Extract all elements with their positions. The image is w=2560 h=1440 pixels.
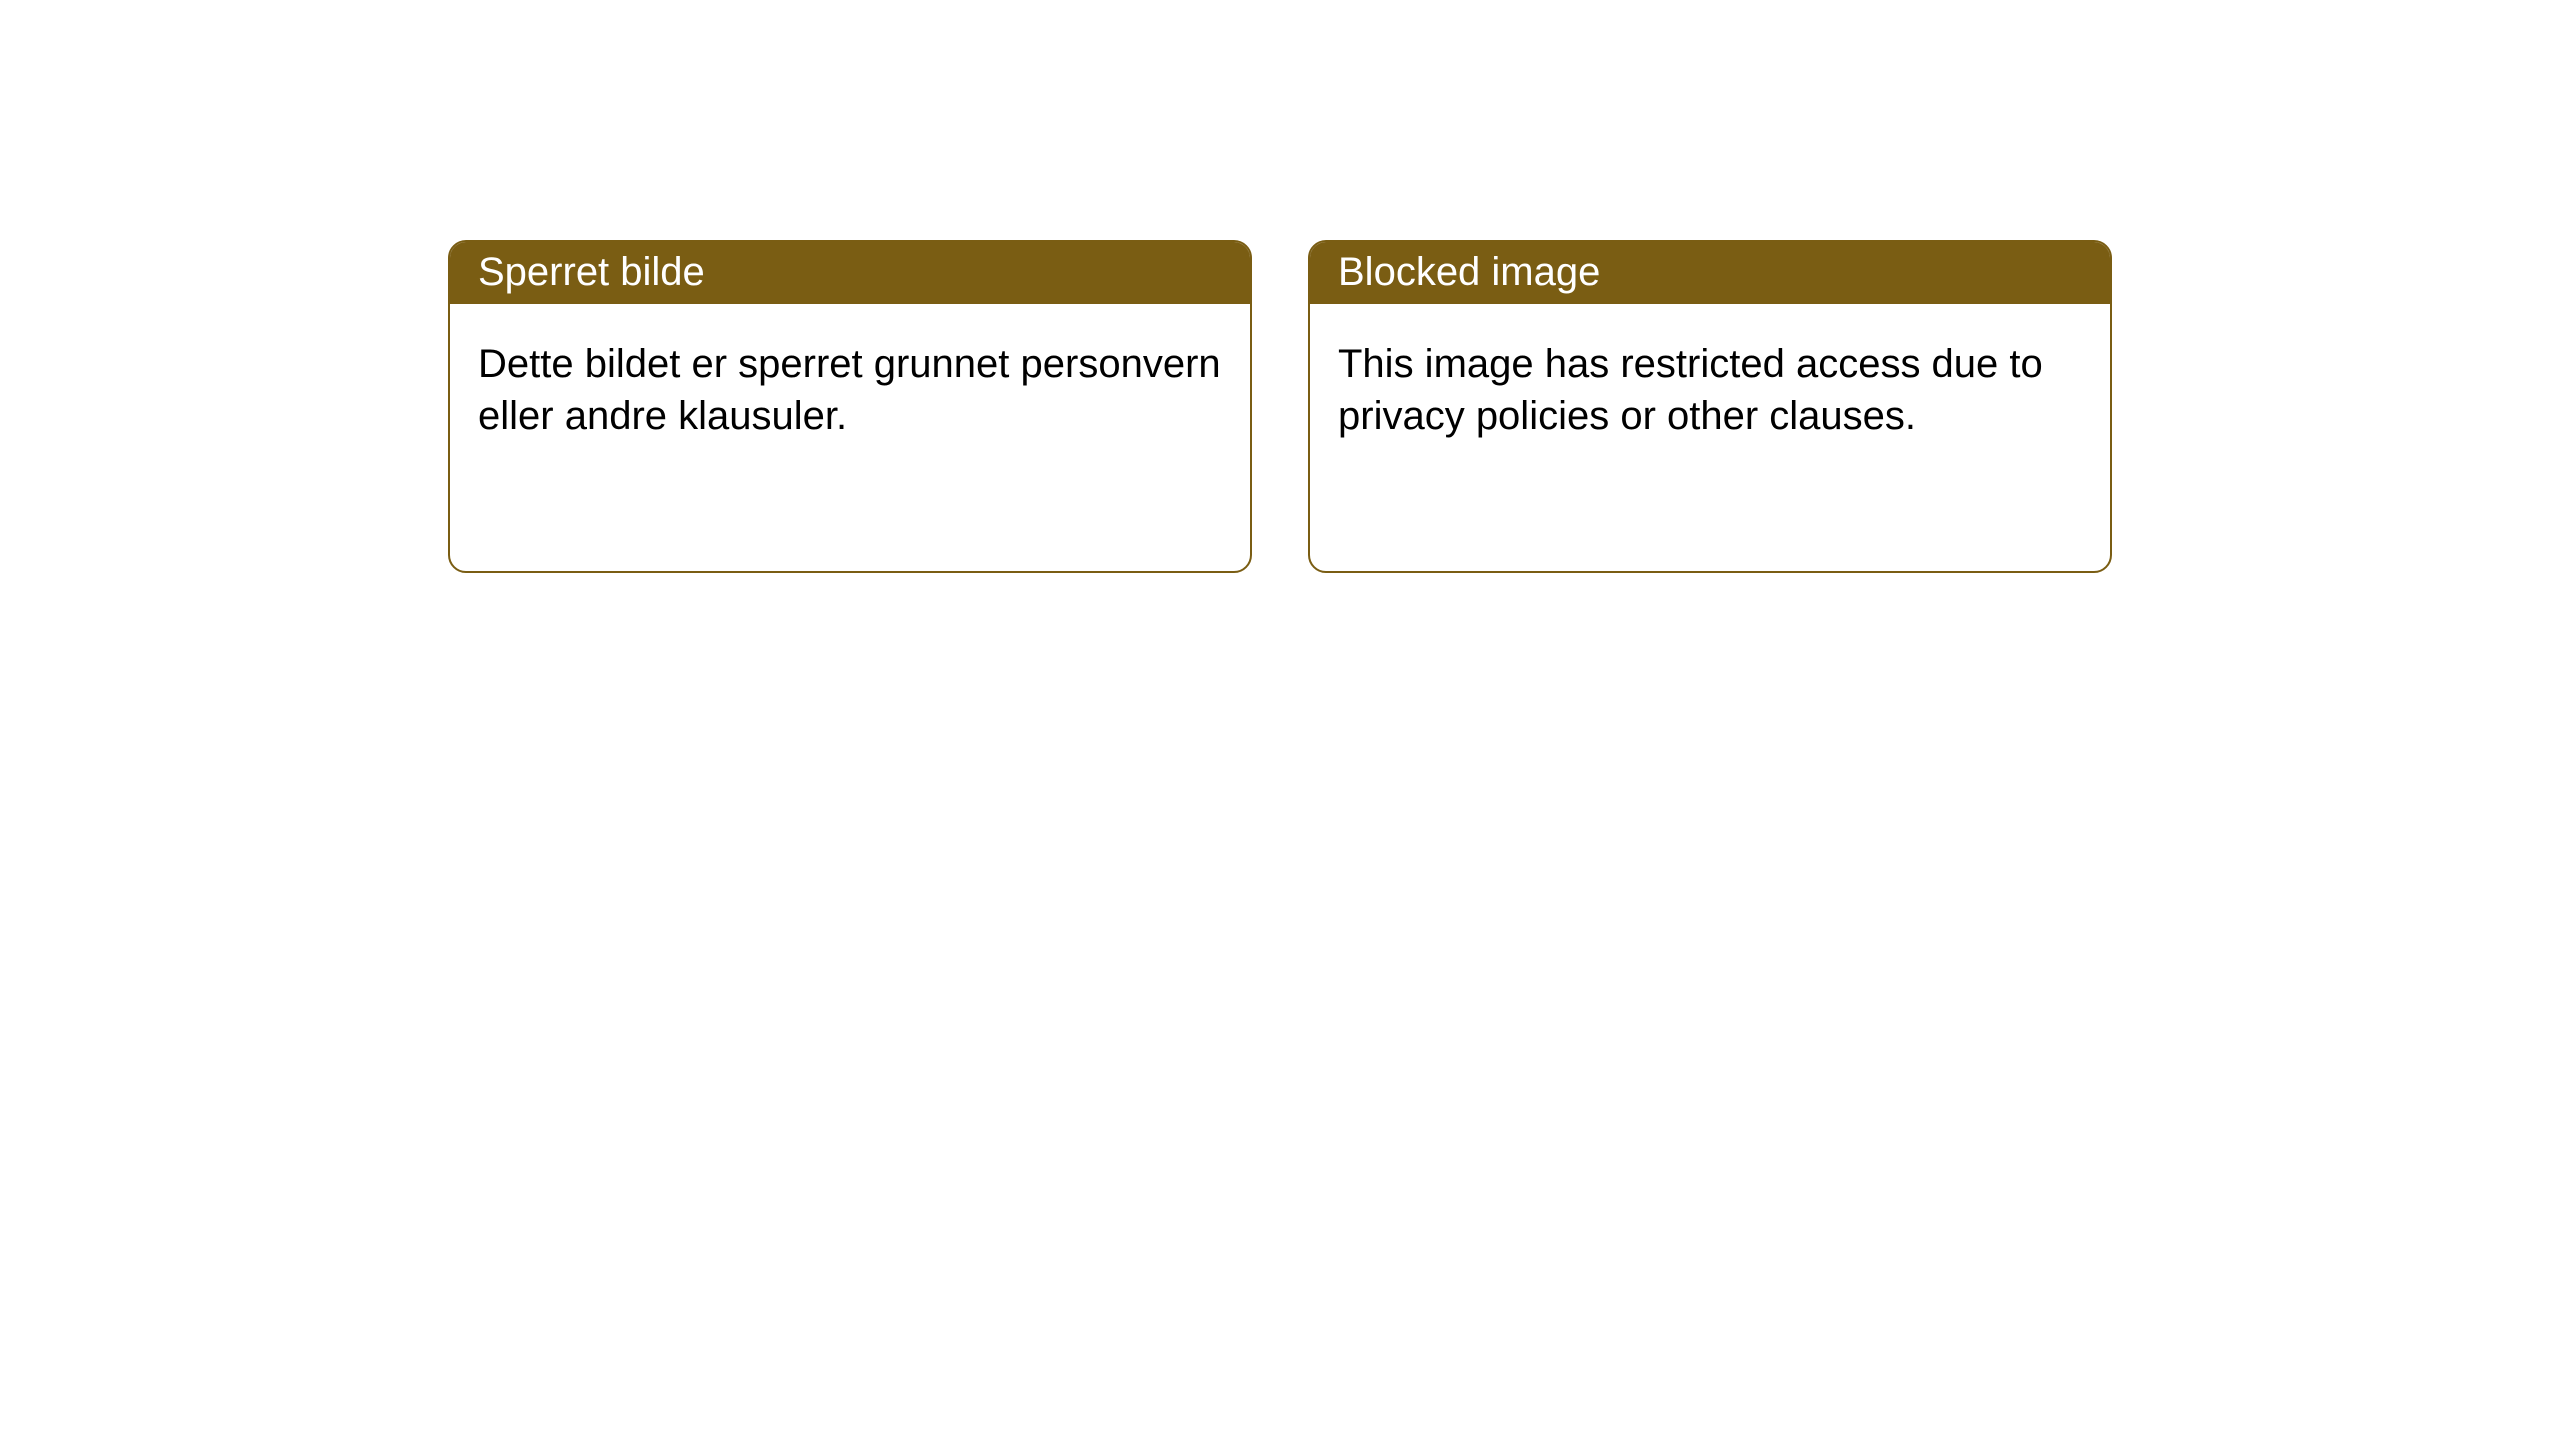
notice-body-norwegian: Dette bildet er sperret grunnet personve… [450,304,1250,470]
notice-card-english: Blocked image This image has restricted … [1308,240,2112,573]
notice-card-norwegian: Sperret bilde Dette bildet er sperret gr… [448,240,1252,573]
notice-title-english: Blocked image [1310,242,2110,304]
notice-title-norwegian: Sperret bilde [450,242,1250,304]
notice-container: Sperret bilde Dette bildet er sperret gr… [0,0,2560,573]
notice-body-english: This image has restricted access due to … [1310,304,2110,470]
